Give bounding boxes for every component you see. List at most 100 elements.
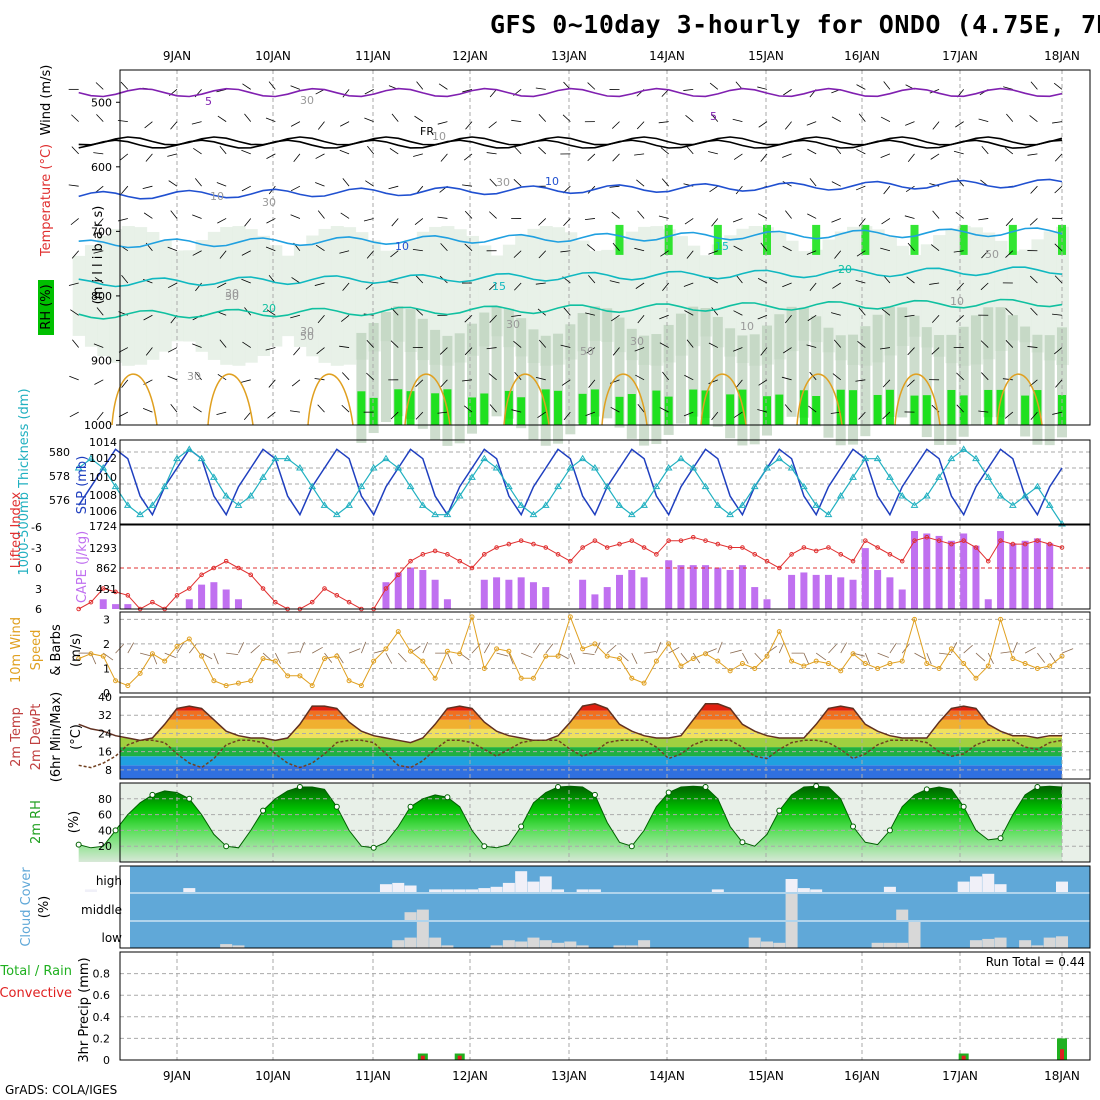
wind-barb: [594, 642, 601, 654]
rh-green-patch: [947, 389, 956, 425]
wind-barb: [437, 216, 448, 219]
wind-barb: [317, 315, 325, 324]
precip-tick-label: 0.4: [93, 1011, 111, 1024]
slp-point: [873, 454, 882, 462]
wind-barb: [463, 153, 473, 161]
wind-barb: [364, 117, 374, 123]
slp-point: [996, 492, 1005, 499]
profile-panel: 500 600 700 800 900 1000 5 FR 5 10 10 15 15 20 20 10 30 3…: [38, 65, 1091, 446]
top-date-label: 17JAN: [942, 49, 978, 63]
wind-barb: [93, 152, 104, 155]
wind-barb: [1005, 340, 1014, 348]
temperature-contour: [78, 87, 1063, 98]
wind-barb: [201, 652, 213, 660]
rh-green-patch: [701, 390, 710, 425]
bottom-date-axis: 9JAN 10JAN 11JAN 12JAN 13JAN 14JAN 15JAN 16JAN 1…: [163, 1069, 1080, 1083]
cape-bar: [738, 565, 746, 609]
wind-barb: [538, 114, 547, 122]
rh-light-patch: [318, 228, 332, 363]
slp-point: [160, 482, 169, 490]
rh-light-patch: [945, 228, 959, 364]
rh-light-patch: [134, 227, 148, 365]
wind-speed-point: [125, 683, 131, 689]
cloud-unit-label: (%): [37, 896, 52, 919]
rh-mid-patch: [897, 307, 908, 418]
cape-bar: [480, 579, 488, 609]
precip-conv-bar: [457, 1055, 462, 1060]
slp-point: [283, 454, 292, 462]
wind-barb: [438, 83, 448, 90]
wind-barb: [963, 644, 973, 654]
wind-barb: [366, 339, 374, 348]
wind-barb: [121, 379, 129, 388]
wind-barb: [815, 652, 827, 661]
li-point: [346, 599, 352, 605]
wind-barb: [856, 84, 866, 90]
wind-barb: [686, 339, 694, 348]
slp-point: [750, 482, 759, 490]
precip-total-label: Total / Rain: [0, 964, 72, 979]
wind-barb: [90, 652, 97, 665]
rh-light-patch: [121, 226, 135, 366]
rh-light-patch: [933, 235, 947, 357]
li-point: [813, 548, 819, 554]
slp-point: [812, 501, 821, 508]
cape-bar: [677, 565, 685, 609]
rh-mid-patch: [1007, 315, 1018, 426]
li-tick-label: 0: [35, 562, 42, 575]
wind-barb: [784, 404, 792, 413]
wind-speed-point: [285, 673, 291, 679]
wind-barb: [193, 406, 202, 413]
li-point: [592, 538, 598, 543]
thickness-tick-label: 580: [49, 446, 70, 459]
cloud-bar: [490, 886, 503, 892]
wind-speed-point: [985, 663, 991, 669]
wind-barb: [342, 282, 350, 291]
li-point: [998, 538, 1003, 543]
wind-barb: [807, 213, 817, 219]
slp-point: [898, 492, 907, 499]
cape-bar: [112, 604, 120, 609]
cape-bar: [726, 570, 734, 609]
wind-speed-point: [555, 653, 561, 659]
wind-speed-point: [481, 665, 487, 671]
wind-barb: [1002, 378, 1013, 381]
top-date-label: 14JAN: [649, 49, 685, 63]
slp-point: [271, 454, 280, 462]
cloud-bar: [552, 889, 565, 892]
rh-point: [776, 807, 783, 814]
wind-speed-point: [358, 683, 364, 689]
cloud-bar: [883, 886, 896, 892]
wind-speed-point: [998, 616, 1004, 622]
wind-barb: [219, 339, 227, 348]
cloud-axis-label: Cloud Cover: [19, 867, 34, 947]
contour-label: 30: [262, 196, 276, 209]
wind-barb: [366, 372, 374, 381]
wind-barb: [855, 185, 866, 191]
rh-light-patch: [552, 227, 566, 365]
wind-barb: [586, 244, 596, 252]
wind-barb: [216, 411, 227, 416]
slp-point: [1021, 492, 1030, 499]
thickness-tick-label: 576: [49, 494, 70, 507]
li-point: [76, 606, 81, 612]
rh-point: [591, 791, 598, 798]
wind-barb: [612, 153, 620, 162]
wind-barb: [489, 178, 497, 187]
wind-barb: [1030, 411, 1038, 420]
cloud-row-label: middle: [81, 903, 122, 917]
li-point: [654, 552, 659, 557]
li-point: [260, 586, 266, 591]
slp-point: [701, 482, 710, 490]
wind-barb: [489, 282, 497, 291]
contour-label: 10: [740, 320, 754, 333]
wind-barb: [293, 347, 301, 356]
wind-speed-point: [1010, 656, 1016, 662]
rh-green-patch: [763, 396, 771, 425]
li-point: [801, 545, 807, 550]
wind-speed-point: [395, 629, 401, 635]
cape-bar: [788, 574, 796, 609]
wind-barb: [806, 121, 817, 126]
wind-barb: [557, 652, 569, 660]
wind-barb: [244, 113, 252, 122]
